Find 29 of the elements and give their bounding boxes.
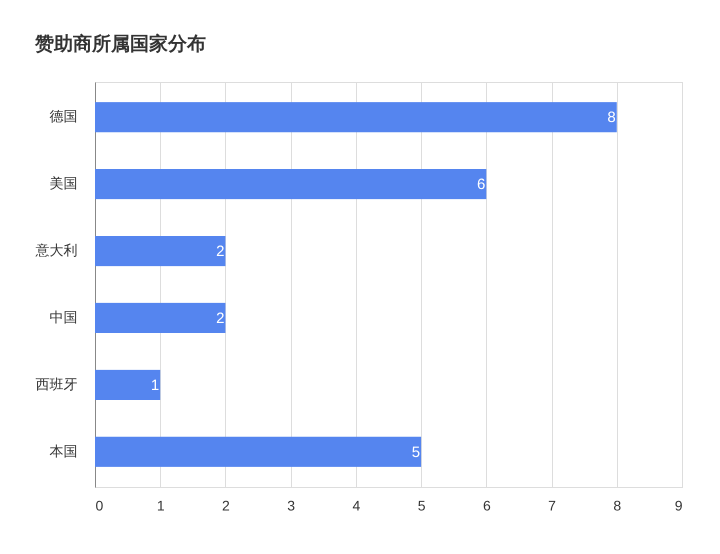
y-tick-label: 美国 — [50, 175, 78, 192]
bar — [95, 302, 226, 334]
data-label: 5 — [412, 444, 420, 461]
bar — [95, 436, 422, 467]
x-tick-label: 7 — [548, 498, 556, 514]
x-tick-label: 8 — [613, 498, 622, 514]
y-tick-label: 意大利 — [34, 242, 78, 258]
bar — [95, 102, 617, 132]
x-tick-label: 5 — [418, 498, 426, 514]
x-tick-label: 6 — [482, 498, 491, 514]
bar — [95, 169, 486, 200]
y-tick-label: 中国 — [50, 308, 78, 325]
y-tick-label: 西班牙 — [36, 376, 78, 392]
data-label: 2 — [216, 310, 224, 327]
data-label: 8 — [607, 109, 616, 126]
data-label: 1 — [150, 376, 160, 394]
y-tick-label: 德国 — [50, 108, 78, 124]
x-tick-label: 4 — [352, 498, 360, 514]
x-tick-label: 9 — [674, 498, 683, 514]
x-tick-label: 2 — [222, 498, 230, 514]
data-label: 2 — [216, 243, 224, 260]
data-label: 6 — [476, 176, 486, 194]
x-tick-label: 1 — [156, 498, 165, 514]
x-tick-label: 3 — [287, 498, 296, 514]
y-tick-label: 本国 — [50, 442, 78, 459]
x-tick-label: 0 — [96, 498, 104, 514]
chart-title: 赞助商所属国家分布 — [34, 33, 206, 55]
bar — [95, 236, 226, 266]
bar — [95, 370, 160, 400]
